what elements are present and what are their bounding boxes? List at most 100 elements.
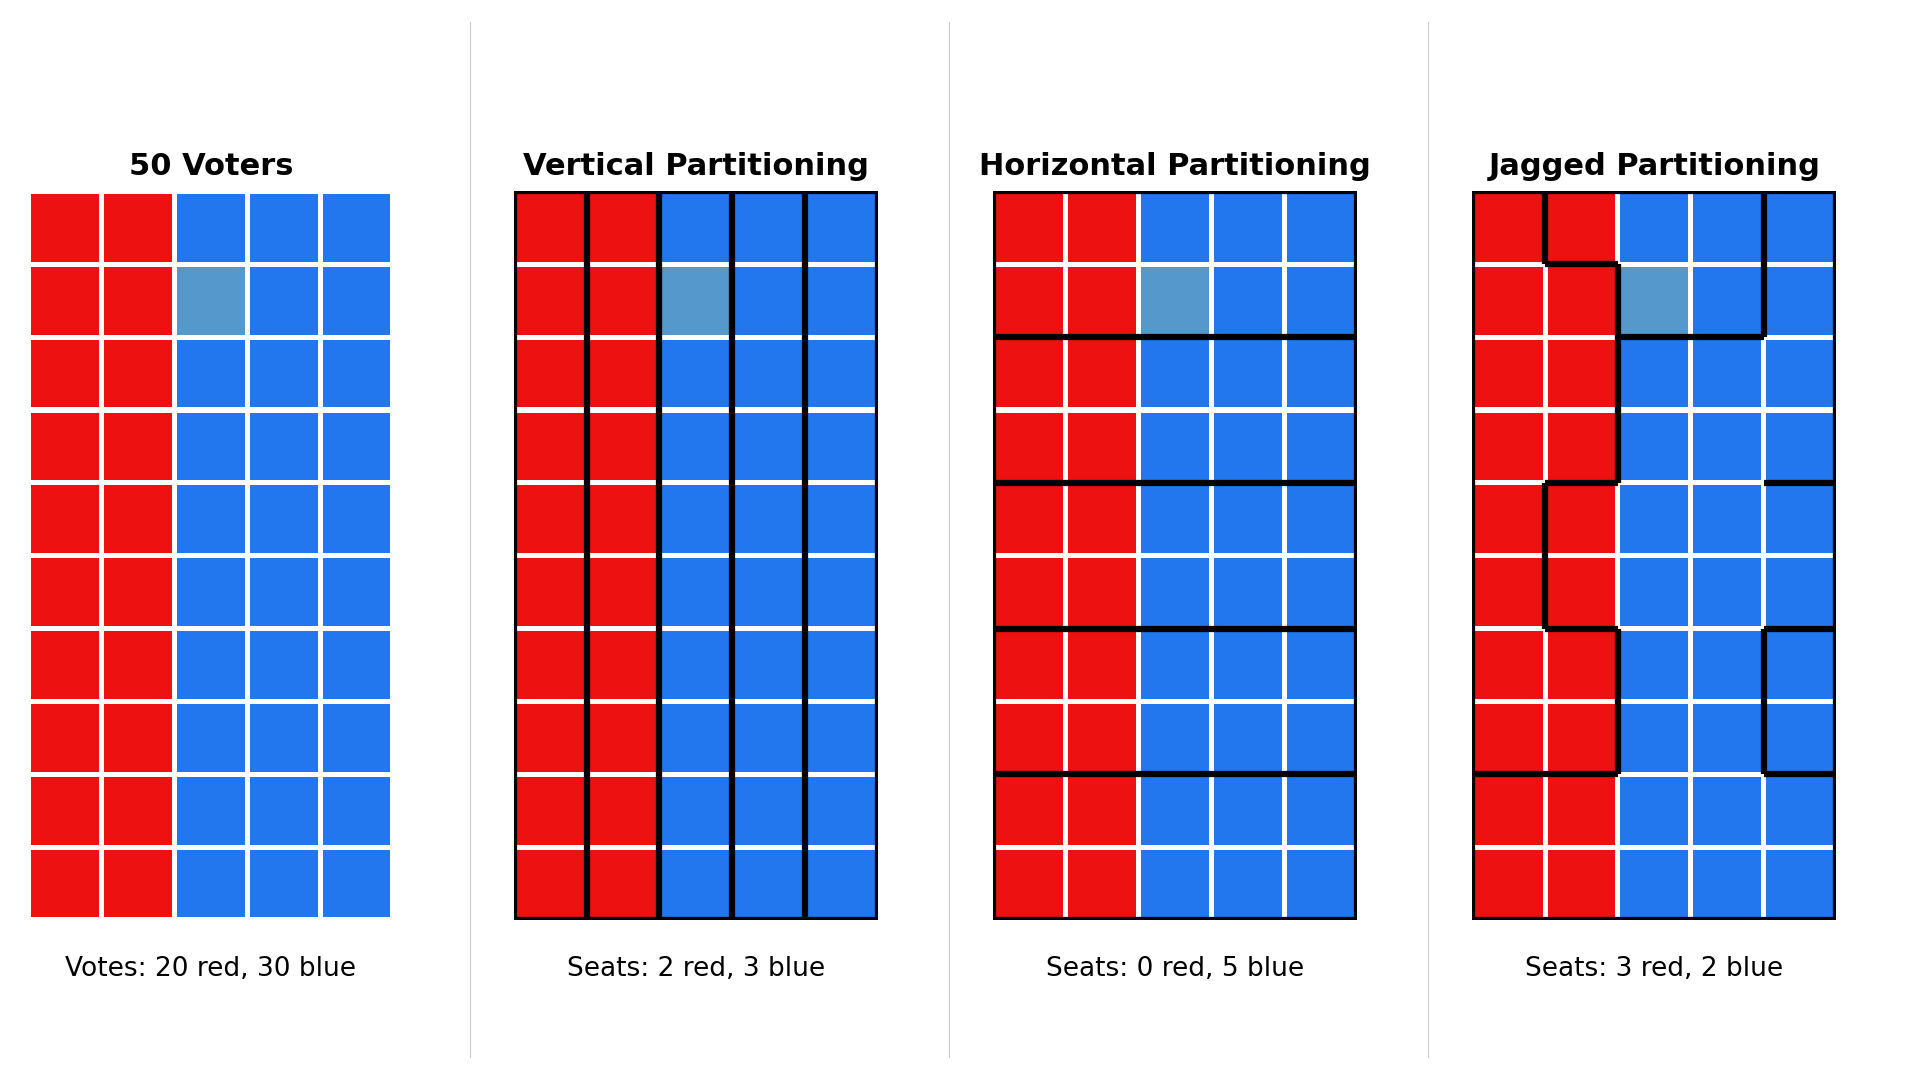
Bar (516, 194, 585, 262)
Bar (1141, 267, 1210, 334)
Bar (995, 412, 1064, 480)
Bar (322, 194, 391, 262)
Bar (734, 412, 803, 480)
Bar (1474, 194, 1543, 262)
Bar (1141, 777, 1210, 845)
Bar (1693, 777, 1762, 845)
Bar (322, 631, 391, 699)
Bar (734, 631, 803, 699)
Bar (176, 267, 245, 334)
Bar (1620, 486, 1689, 554)
Bar (1766, 412, 1835, 480)
Text: Seats: 2 red, 3 blue: Seats: 2 red, 3 blue (567, 956, 824, 982)
Bar (31, 704, 100, 771)
Bar (589, 777, 658, 845)
Bar (104, 486, 173, 554)
Bar (1474, 267, 1543, 334)
Title: Jagged Partitioning: Jagged Partitioning (1488, 152, 1821, 181)
Bar (1766, 849, 1835, 917)
Bar (807, 849, 876, 917)
Bar (31, 777, 100, 845)
Bar (661, 486, 730, 554)
Bar (516, 340, 585, 408)
Bar (734, 194, 803, 262)
Bar (589, 849, 658, 917)
Bar (516, 412, 585, 480)
Bar (661, 704, 730, 771)
Bar (1474, 340, 1543, 408)
Bar (176, 340, 245, 408)
Bar (104, 194, 173, 262)
Bar (1693, 340, 1762, 408)
Bar (1474, 704, 1543, 771)
Bar (1141, 704, 1210, 771)
Bar (1141, 558, 1210, 626)
Title: Horizontal Partitioning: Horizontal Partitioning (980, 152, 1371, 181)
Bar (104, 412, 173, 480)
Bar (1474, 486, 1543, 554)
Bar (1693, 704, 1762, 771)
Bar (661, 267, 730, 334)
Bar (807, 412, 876, 480)
Bar (995, 704, 1064, 771)
Bar (1213, 267, 1282, 334)
Bar (995, 194, 1064, 262)
Bar (1068, 486, 1137, 554)
Bar (661, 340, 730, 408)
Bar (176, 631, 245, 699)
Bar (104, 558, 173, 626)
Bar (176, 486, 245, 554)
Bar (1693, 558, 1762, 626)
Title: 50 Voters: 50 Voters (128, 152, 293, 181)
Bar (322, 849, 391, 917)
Bar (1620, 849, 1689, 917)
Bar (1547, 558, 1616, 626)
Bar (31, 267, 100, 334)
Bar (1766, 194, 1835, 262)
Bar (1474, 631, 1543, 699)
Bar (1286, 194, 1355, 262)
Bar (31, 194, 100, 262)
Bar (1141, 631, 1210, 699)
Bar (1693, 412, 1762, 480)
Bar (589, 631, 658, 699)
Bar (1213, 849, 1282, 917)
Text: Seats: 0 red, 5 blue: Seats: 0 red, 5 blue (1047, 956, 1304, 982)
Bar (807, 194, 876, 262)
Bar (661, 849, 730, 917)
Bar (661, 558, 730, 626)
Bar (1213, 704, 1282, 771)
Bar (31, 340, 100, 408)
Bar (807, 777, 876, 845)
Bar (1474, 412, 1543, 480)
Bar (31, 558, 100, 626)
Bar (322, 412, 391, 480)
Bar (176, 412, 245, 480)
Bar (1547, 267, 1616, 334)
Bar (1547, 194, 1616, 262)
Bar (176, 777, 245, 845)
Bar (807, 631, 876, 699)
Bar (249, 340, 318, 408)
Bar (1213, 412, 1282, 480)
Bar (1547, 777, 1616, 845)
Bar (1620, 631, 1689, 699)
Bar (589, 412, 658, 480)
Bar (322, 777, 391, 845)
Bar (31, 849, 100, 917)
Bar (249, 412, 318, 480)
Bar (1068, 704, 1137, 771)
Bar (995, 267, 1064, 334)
Bar (1141, 194, 1210, 262)
Bar (176, 558, 245, 626)
Bar (1766, 558, 1835, 626)
Bar (589, 194, 658, 262)
Bar (1766, 704, 1835, 771)
Bar (516, 777, 585, 845)
Bar (31, 412, 100, 480)
Bar (807, 558, 876, 626)
Bar (1620, 412, 1689, 480)
Bar (995, 558, 1064, 626)
Bar (1213, 631, 1282, 699)
Bar (661, 631, 730, 699)
